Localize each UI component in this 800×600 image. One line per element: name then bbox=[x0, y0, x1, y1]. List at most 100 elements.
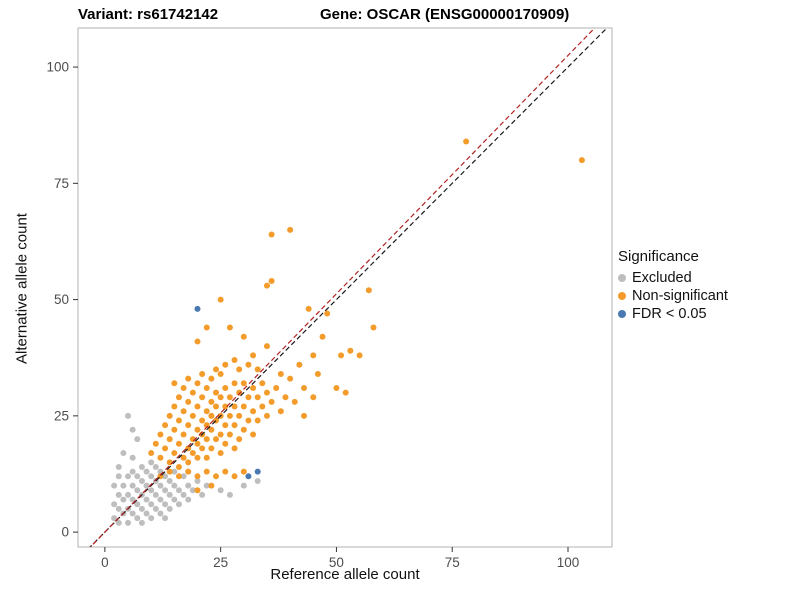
point-non-significant bbox=[189, 450, 196, 457]
point-excluded bbox=[148, 501, 155, 508]
point-excluded bbox=[175, 487, 182, 494]
point-non-significant bbox=[180, 408, 187, 415]
point-non-significant bbox=[273, 384, 280, 391]
point-non-significant bbox=[347, 347, 354, 354]
point-excluded bbox=[115, 519, 122, 526]
point-non-significant bbox=[222, 468, 229, 475]
point-excluded bbox=[162, 473, 169, 480]
point-excluded bbox=[157, 482, 164, 489]
point-excluded bbox=[129, 510, 136, 517]
point-non-significant bbox=[185, 398, 192, 405]
point-excluded bbox=[143, 468, 150, 475]
point-non-significant bbox=[254, 394, 261, 401]
point-non-significant bbox=[240, 380, 247, 387]
point-non-significant bbox=[250, 384, 257, 391]
point-non-significant bbox=[259, 380, 266, 387]
point-non-significant bbox=[203, 324, 210, 331]
point-excluded bbox=[166, 477, 173, 484]
point-non-significant bbox=[175, 464, 182, 471]
legend-label-nonsignificant: Non-significant bbox=[632, 288, 728, 304]
point-non-significant bbox=[319, 333, 326, 340]
point-non-significant bbox=[194, 380, 201, 387]
point-excluded bbox=[115, 505, 122, 512]
point-non-significant bbox=[166, 459, 173, 466]
point-excluded bbox=[199, 491, 206, 498]
point-non-significant bbox=[171, 380, 178, 387]
point-excluded bbox=[111, 482, 118, 489]
fit-line bbox=[89, 28, 596, 547]
point-non-significant bbox=[240, 426, 247, 433]
point-non-significant bbox=[175, 473, 182, 480]
point-excluded bbox=[134, 473, 141, 480]
point-fdr-0-05 bbox=[194, 305, 201, 312]
point-excluded bbox=[152, 464, 159, 471]
point-fdr-0-05 bbox=[245, 473, 252, 480]
point-non-significant bbox=[236, 412, 243, 419]
point-non-significant bbox=[203, 422, 210, 429]
point-non-significant bbox=[226, 324, 233, 331]
y-tick-label: 100 bbox=[46, 60, 69, 75]
variant-title: Variant: rs61742142 bbox=[78, 6, 219, 23]
point-non-significant bbox=[463, 138, 470, 145]
point-non-significant bbox=[199, 394, 206, 401]
point-non-significant bbox=[287, 226, 294, 233]
legend-item-fdr: FDR < 0.05 bbox=[618, 306, 728, 322]
point-excluded bbox=[189, 487, 196, 494]
point-excluded bbox=[162, 515, 169, 522]
point-excluded bbox=[125, 473, 132, 480]
x-tick-label: 100 bbox=[557, 555, 580, 570]
point-excluded bbox=[138, 477, 145, 484]
legend-dot-fdr bbox=[618, 310, 626, 318]
point-non-significant bbox=[245, 394, 252, 401]
point-non-significant bbox=[194, 338, 201, 345]
gene-title: Gene: OSCAR (ENSG00000170909) bbox=[320, 6, 570, 23]
point-non-significant bbox=[365, 287, 372, 294]
y-tick-label: 75 bbox=[54, 176, 69, 191]
point-excluded bbox=[148, 473, 155, 480]
point-non-significant bbox=[222, 440, 229, 447]
y-tick-label: 25 bbox=[54, 408, 69, 423]
point-non-significant bbox=[226, 412, 233, 419]
point-non-significant bbox=[250, 431, 257, 438]
point-excluded bbox=[120, 496, 127, 503]
point-non-significant bbox=[152, 440, 159, 447]
point-non-significant bbox=[203, 468, 210, 475]
point-non-significant bbox=[175, 394, 182, 401]
point-non-significant bbox=[157, 431, 164, 438]
point-non-significant bbox=[217, 450, 224, 457]
point-non-significant bbox=[162, 422, 169, 429]
point-non-significant bbox=[282, 394, 289, 401]
point-excluded bbox=[138, 464, 145, 471]
x-tick-label: 25 bbox=[213, 555, 228, 570]
point-non-significant bbox=[254, 417, 261, 424]
point-non-significant bbox=[203, 384, 210, 391]
point-non-significant bbox=[194, 403, 201, 410]
point-excluded bbox=[185, 496, 192, 503]
point-non-significant bbox=[356, 352, 363, 359]
point-non-significant bbox=[226, 394, 233, 401]
point-non-significant bbox=[208, 398, 215, 405]
x-tick-label: 50 bbox=[329, 555, 344, 570]
point-excluded bbox=[134, 515, 141, 522]
point-non-significant bbox=[180, 384, 187, 391]
point-non-significant bbox=[222, 403, 229, 410]
point-non-significant bbox=[166, 468, 173, 475]
point-non-significant bbox=[301, 384, 308, 391]
point-non-significant bbox=[226, 431, 233, 438]
point-non-significant bbox=[314, 371, 321, 377]
point-excluded bbox=[129, 482, 136, 489]
point-non-significant bbox=[277, 408, 284, 415]
point-non-significant bbox=[189, 389, 196, 396]
point-non-significant bbox=[222, 422, 229, 429]
point-excluded bbox=[226, 491, 233, 498]
point-non-significant bbox=[333, 384, 340, 391]
point-non-significant bbox=[171, 450, 178, 457]
point-non-significant bbox=[208, 482, 215, 489]
point-non-significant bbox=[194, 440, 201, 447]
point-non-significant bbox=[231, 422, 238, 429]
point-excluded bbox=[129, 468, 136, 475]
y-axis-label: Alternative allele count bbox=[13, 213, 31, 364]
point-non-significant bbox=[213, 436, 220, 443]
